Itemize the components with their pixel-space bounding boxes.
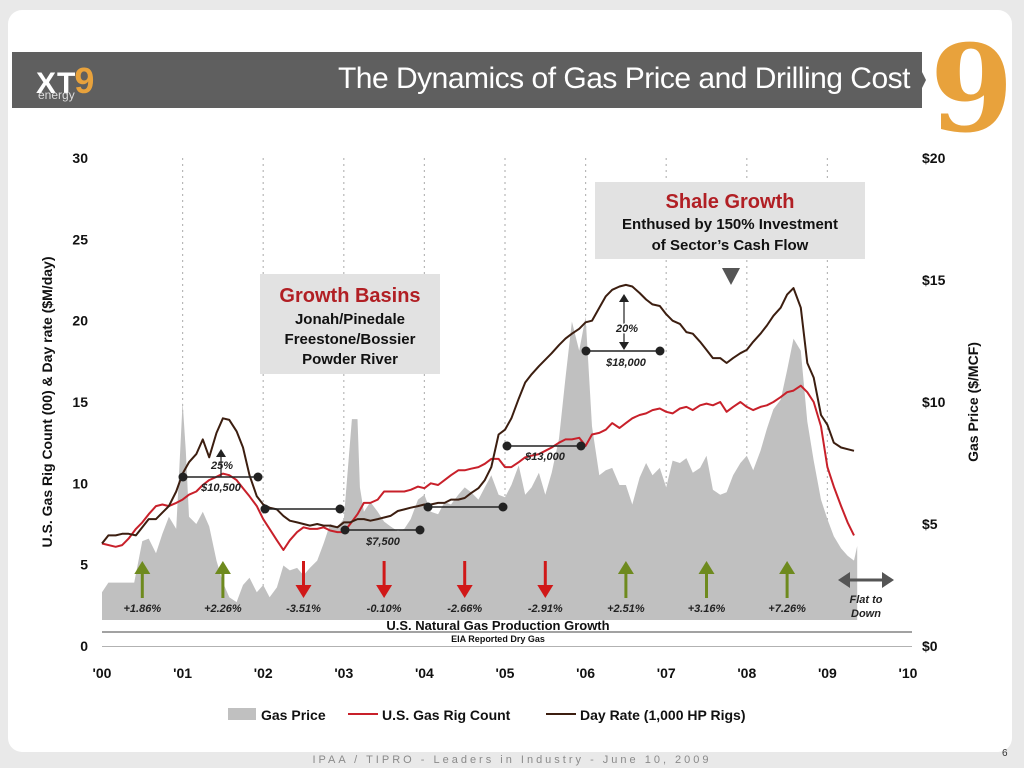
- left-axis-label: U.S. Gas Rig Count (00) & Day rate ($M/d…: [39, 257, 55, 548]
- right-axis-label: Gas Price ($/MCF): [965, 342, 981, 462]
- x-tick-label: '01: [173, 665, 192, 681]
- rate-7500-label: $7,500: [365, 536, 401, 548]
- header-notch: [912, 52, 926, 108]
- cost-annotations: 25% $10,500 $7,500 $13,000 $18,000 20% 2…: [178, 294, 665, 548]
- x-tick-label: '10: [899, 665, 918, 681]
- x-tick-label: '05: [496, 665, 515, 681]
- x-tick-label: '03: [334, 665, 353, 681]
- legend-gas-price: Gas Price: [261, 707, 326, 723]
- flat-to-down-annotation: Flat to Down: [838, 572, 894, 620]
- growth-pct-label: -0.10%: [367, 603, 402, 615]
- growth-basins-box: Growth Basins Jonah/Pinedale Freestone/B…: [260, 274, 440, 374]
- legend-day-rate: Day Rate (1,000 HP Rigs): [580, 707, 745, 723]
- right-tick-label: $10: [922, 394, 946, 410]
- rate-13000-label: $13,000: [524, 451, 566, 463]
- growth-down-arrow-icon: [295, 585, 312, 598]
- flat-right-arrow-icon: [882, 572, 894, 588]
- brand-nine-icon: 9: [930, 19, 1014, 160]
- shale-growth-box: Shale Growth Enthused by 150% Investment…: [595, 182, 865, 285]
- growth-pct-label: -2.66%: [447, 603, 482, 615]
- growth-pct-label: +2.51%: [607, 603, 645, 615]
- shale-growth-line-2: of Sector’s Cash Flow: [652, 237, 809, 254]
- flat-label-2: Down: [851, 608, 881, 620]
- rate-10500-label: $10,500: [200, 482, 242, 494]
- right-tick-label: $5: [922, 516, 938, 532]
- growth-down-arrow-icon: [376, 585, 393, 598]
- pct-20-up-arrow-icon: [619, 294, 629, 302]
- shale-pointer-icon: [722, 268, 740, 285]
- x-tick-label: '06: [576, 665, 595, 681]
- logo-nine: 9: [74, 60, 95, 101]
- right-tick-label: $20: [922, 150, 946, 166]
- gas-price-area: [102, 316, 858, 646]
- pct-20-down-arrow-icon: [619, 342, 629, 350]
- growth-down-arrow-icon: [537, 585, 554, 598]
- page-number: 6: [1002, 748, 1008, 759]
- growth-basins-line-3: Powder River: [302, 351, 398, 368]
- left-tick-label: 5: [80, 557, 88, 573]
- growth-pct-label: +1.86%: [123, 603, 161, 615]
- footer-text: IPAA / TIPRO - Leaders in Industry - Jun…: [312, 754, 712, 766]
- left-tick-label: 25: [72, 231, 88, 247]
- slide-title: The Dynamics of Gas Price and Drilling C…: [337, 62, 911, 95]
- growth-up-arrow-icon: [214, 561, 231, 574]
- growth-pct-label: +2.26%: [204, 603, 242, 615]
- chart-legend: Gas Price U.S. Gas Rig Count Day Rate (1…: [228, 707, 745, 723]
- company-logo: XT9 energy: [36, 60, 94, 102]
- growth-basins-title: Growth Basins: [279, 285, 420, 307]
- pct-20-label: 20%: [615, 323, 638, 335]
- x-tick-label: '04: [415, 665, 434, 681]
- left-tick-label: 0: [80, 638, 88, 654]
- right-tick-label: $15: [922, 272, 946, 288]
- growth-up-arrow-icon: [134, 561, 151, 574]
- left-tick-label: 20: [72, 313, 88, 329]
- x-tick-label: '09: [818, 665, 837, 681]
- right-tick-label: $0: [922, 638, 938, 654]
- shale-growth-line-1: Enthused by 150% Investment: [622, 216, 838, 233]
- x-tick-label: '07: [657, 665, 676, 681]
- pct-25-label: 25%: [210, 460, 233, 472]
- pct-20-label-text: 20%: [615, 323, 638, 335]
- flat-label-1: Flat to: [850, 594, 883, 606]
- logo-text: XT: [36, 67, 77, 100]
- shale-growth-title: Shale Growth: [666, 191, 795, 213]
- logo-subtext: energy: [38, 88, 75, 102]
- x-tick-label: '02: [254, 665, 273, 681]
- x-tick-label: '00: [93, 665, 112, 681]
- growth-pct-label: -3.51%: [286, 603, 321, 615]
- pct-25-arrow-icon: [216, 449, 226, 457]
- production-band-subtitle: EIA Reported Dry Gas: [451, 634, 545, 644]
- growth-up-arrow-icon: [698, 561, 715, 574]
- growth-pct-label: +3.16%: [688, 603, 726, 615]
- production-band-title: U.S. Natural Gas Production Growth: [386, 618, 609, 633]
- day-rate-line: [101, 283, 855, 545]
- growth-basins-line-2: Freestone/Bossier: [285, 331, 416, 348]
- rate-18000-label: $18,000: [605, 357, 647, 369]
- left-tick-label: 15: [72, 394, 88, 410]
- growth-down-arrow-icon: [456, 585, 473, 598]
- header-bar: [12, 52, 922, 108]
- growth-basins-line-1: Jonah/Pinedale: [295, 311, 405, 328]
- legend-gas-price-swatch: [228, 708, 256, 720]
- flat-left-arrow-icon: [838, 572, 850, 588]
- growth-pct-label: +7.26%: [768, 603, 806, 615]
- growth-pct-label: -2.91%: [528, 603, 563, 615]
- x-tick-label: '08: [737, 665, 756, 681]
- production-growth-band: U.S. Natural Gas Production Growth EIA R…: [102, 618, 912, 646]
- left-tick-label: 10: [72, 475, 88, 491]
- left-tick-label: 30: [72, 150, 88, 166]
- growth-up-arrow-icon: [617, 561, 634, 574]
- legend-rig-count: U.S. Gas Rig Count: [382, 707, 511, 723]
- growth-up-arrow-icon: [779, 561, 796, 574]
